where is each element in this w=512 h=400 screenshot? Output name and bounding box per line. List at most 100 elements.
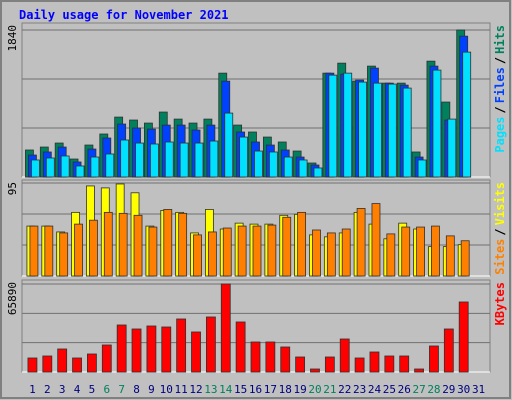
x-tick-label: 22 xyxy=(338,383,351,396)
bar xyxy=(194,142,204,178)
x-tick-label: 9 xyxy=(148,383,155,396)
y-tick-label: 95 xyxy=(6,182,19,195)
bar xyxy=(118,212,128,277)
bar xyxy=(443,328,454,373)
bar xyxy=(356,208,366,277)
bar xyxy=(339,338,350,373)
x-tick-label: 19 xyxy=(293,383,306,396)
bar xyxy=(358,81,367,178)
bar xyxy=(324,356,335,373)
bar xyxy=(207,231,217,277)
bar xyxy=(326,232,336,277)
x-tick-label: 27 xyxy=(412,383,425,396)
bar xyxy=(265,341,276,373)
bar xyxy=(90,156,100,178)
bar xyxy=(254,150,263,178)
x-tick-label: 6 xyxy=(103,383,110,396)
bar xyxy=(280,346,291,373)
x-tick-label: 25 xyxy=(383,383,396,396)
bar xyxy=(89,219,98,277)
bar xyxy=(282,216,292,277)
x-tick-label: 8 xyxy=(133,383,140,396)
bar xyxy=(191,331,201,373)
bar xyxy=(222,227,232,277)
x-tick-label: 26 xyxy=(398,383,411,396)
legend-entry: Pages xyxy=(493,117,507,153)
bar xyxy=(268,151,278,178)
bar xyxy=(193,234,202,277)
x-tick-label: 4 xyxy=(74,383,81,396)
x-tick-label: 12 xyxy=(189,383,202,396)
x-tick-label: 21 xyxy=(323,383,336,396)
bar xyxy=(150,143,159,178)
x-tick-label: 10 xyxy=(160,383,173,396)
bar xyxy=(414,368,424,373)
bar xyxy=(295,356,306,373)
bar xyxy=(328,74,338,178)
bar xyxy=(445,235,455,277)
bar xyxy=(460,240,470,277)
x-tick-label: 1 xyxy=(29,383,36,396)
bar xyxy=(205,316,216,373)
x-tick-label: 7 xyxy=(118,383,125,396)
legend-entry: Sites xyxy=(493,239,507,275)
x-tick-label: 2 xyxy=(44,383,51,396)
x-tick-label: 3 xyxy=(59,383,66,396)
x-tick-label: 28 xyxy=(427,383,440,396)
bar xyxy=(120,139,130,178)
bar xyxy=(116,324,127,373)
x-tick-label: 23 xyxy=(353,383,366,396)
bar xyxy=(59,232,69,277)
legend: KBytes xyxy=(493,282,507,325)
bar xyxy=(252,225,262,277)
bar xyxy=(447,118,457,178)
bar xyxy=(250,341,261,373)
chart-title: Daily usage for November 2021 xyxy=(19,8,229,22)
bar xyxy=(209,140,219,178)
bar xyxy=(283,156,293,178)
legend-entry: Files xyxy=(493,67,507,103)
legend-separator: / xyxy=(493,106,507,113)
x-tick-label: 31 xyxy=(472,383,485,396)
bar xyxy=(87,353,97,373)
bar xyxy=(101,344,112,373)
x-tick-label: 18 xyxy=(279,383,292,396)
x-tick-label: 16 xyxy=(249,383,262,396)
bar xyxy=(310,368,320,373)
x-tick-label: 15 xyxy=(234,383,247,396)
bar xyxy=(298,159,308,178)
x-tick-label: 11 xyxy=(175,383,188,396)
bar xyxy=(297,211,307,277)
bar xyxy=(239,136,249,178)
bar xyxy=(31,159,40,178)
bar xyxy=(178,212,188,277)
x-tick-label: 30 xyxy=(457,383,470,396)
bar xyxy=(373,82,382,178)
bar xyxy=(354,357,365,373)
x-tick-label: 5 xyxy=(89,383,96,396)
bar xyxy=(176,318,187,373)
bar xyxy=(146,325,157,373)
x-tick-label: 24 xyxy=(368,383,382,396)
bar xyxy=(237,225,247,277)
bar xyxy=(42,355,53,373)
bar xyxy=(45,157,55,178)
bar xyxy=(57,348,68,373)
bar xyxy=(417,159,427,178)
legend-entry: Hits xyxy=(493,25,507,54)
bar xyxy=(163,209,173,277)
x-tick-label: 17 xyxy=(264,383,277,396)
bar xyxy=(220,283,231,373)
bar xyxy=(27,357,38,373)
legend-separator: / xyxy=(493,57,507,64)
bar xyxy=(313,167,323,178)
bar xyxy=(462,51,472,178)
bar xyxy=(29,225,39,277)
y-tick-label: 1840 xyxy=(6,25,19,52)
bar xyxy=(399,355,410,373)
bar xyxy=(103,211,113,277)
x-tick-label: 29 xyxy=(442,383,455,396)
bar xyxy=(341,228,351,277)
